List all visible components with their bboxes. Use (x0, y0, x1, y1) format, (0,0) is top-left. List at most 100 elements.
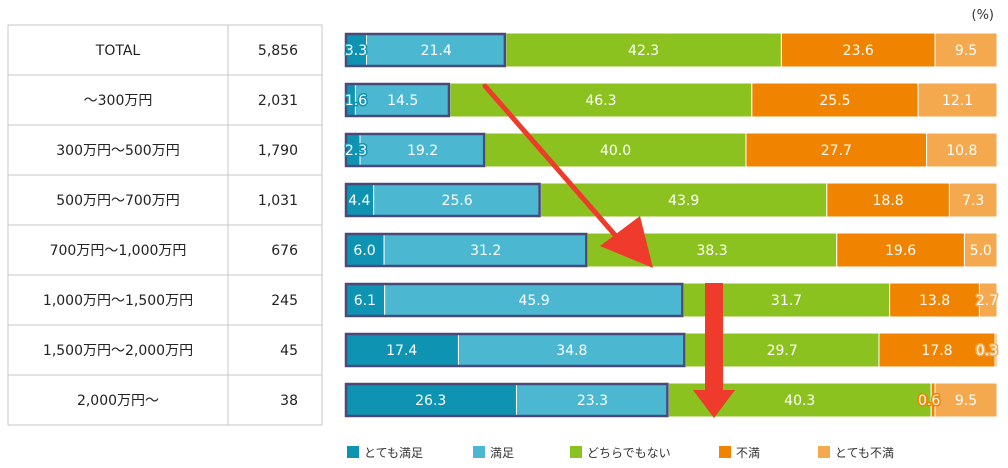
bar-segment (780, 32, 936, 68)
bar-segment (994, 332, 998, 368)
row-label: 1,000万円〜1,500万円 (43, 293, 193, 309)
bar-segment (457, 332, 686, 368)
legend-label: とても満足 (364, 446, 423, 460)
data-label: 9.5 (955, 393, 977, 409)
legend-label: とても不満 (835, 446, 894, 460)
bar-row: 1.6 14.5 46.3 25.5 12.1 (343, 82, 998, 118)
bar-segment (540, 182, 828, 218)
row-count: 245 (271, 293, 298, 309)
row-label: 700万円〜1,000万円 (50, 243, 187, 259)
data-label: 6.1 (354, 293, 376, 309)
data-label: 0.6 (918, 393, 940, 409)
highlight-outline (344, 232, 588, 268)
legend-item: どちらでもない (570, 446, 671, 460)
bar-row: 4.4 25.6 43.9 18.8 7.3 (344, 182, 998, 218)
bar-row: 6.1 45.9 31.7 13.8 2.7 (344, 282, 1000, 318)
bar-row: 2.3 19.2 40.0 27.7 10.8 (343, 132, 998, 168)
row-label: 1,500万円〜2,000万円 (43, 343, 193, 359)
data-label: 18.8 (873, 193, 904, 209)
data-label: 14.5 (387, 93, 418, 109)
data-label: 6.0 (353, 243, 375, 259)
row-label: 500万円〜700万円 (56, 193, 179, 209)
highlight-outline (344, 32, 507, 68)
bar-segment (836, 232, 965, 268)
legend-label: 不満 (736, 446, 760, 460)
trend-arrows (482, 83, 735, 418)
data-label: 17.8 (921, 343, 952, 359)
data-label: 21.4 (421, 43, 452, 59)
data-label: 23.6 (843, 43, 874, 59)
data-label: 43.9 (668, 193, 699, 209)
bar-segment (751, 82, 919, 118)
legend-item: 満足 (473, 446, 514, 460)
bar-segment (344, 282, 386, 318)
row-count: 5,856 (258, 43, 298, 59)
stacked-bars: 3.3 21.4 42.3 23.6 9.5 1.6 14.5 46.3 25.5 12.1 2.3… (343, 32, 1000, 418)
highlight-outline (344, 82, 451, 118)
data-label: 0.3 (976, 343, 998, 359)
data-label: 9.5 (955, 43, 977, 59)
bar-segment (934, 32, 998, 68)
legend-swatch (570, 446, 582, 458)
data-label: 23.3 (577, 393, 608, 409)
bar-segment (365, 32, 507, 68)
data-label: 46.3 (585, 93, 616, 109)
data-label: 1.6 (345, 93, 367, 109)
legend-swatch (347, 446, 359, 458)
legend-swatch (719, 446, 731, 458)
bar-segment (963, 232, 998, 268)
bar-row: 3.3 21.4 42.3 23.6 9.5 (343, 32, 998, 68)
bar-segment (359, 132, 486, 168)
legend-swatch (818, 446, 830, 458)
data-table: TOTAL 5,856 〜300万円 2,031 300万円〜500万円 1,790 500… (7, 24, 323, 426)
bar-segment (826, 182, 950, 218)
row-label: TOTAL (95, 43, 141, 59)
data-label: 29.7 (767, 343, 798, 359)
highlight-outline (344, 132, 486, 168)
row-count: 38 (280, 393, 298, 409)
highlight-outline (344, 282, 684, 318)
data-label: 25.5 (819, 93, 850, 109)
bar-row: 6.0 31.2 38.3 19.6 5.0 (344, 232, 998, 268)
highlight-outline (344, 182, 541, 218)
row-count: 676 (271, 243, 298, 259)
data-label: 34.8 (556, 343, 587, 359)
data-label: 31.7 (771, 293, 802, 309)
row-label: 〜300万円 (84, 93, 153, 109)
data-label: 31.2 (470, 243, 501, 259)
data-label: 40.0 (600, 143, 631, 159)
data-label: 19.2 (407, 143, 438, 159)
bar-segment (917, 82, 998, 118)
bar-row: 26.3 23.3 40.3 0.6 9.5 (344, 382, 998, 418)
unit-label: (%) (972, 8, 995, 23)
bar-segment (745, 132, 928, 168)
row-count: 2,031 (258, 93, 298, 109)
bar-row: 17.4 34.8 29.7 17.8 0.3 (344, 332, 1000, 368)
highlight-outline (344, 332, 686, 368)
bar-segment (934, 382, 998, 418)
bar-segment (978, 282, 998, 318)
bar-segment (878, 332, 996, 368)
legend-item: とても不満 (818, 446, 894, 460)
data-label: 19.6 (885, 243, 916, 259)
diagonal-arrow (482, 83, 653, 268)
row-count: 1,790 (258, 143, 298, 159)
bar-segment (948, 182, 998, 218)
data-label: 45.9 (518, 293, 549, 309)
bar-segment (384, 282, 684, 318)
data-label: 4.4 (348, 193, 370, 209)
highlight-outline (344, 382, 669, 418)
bar-segment (515, 382, 669, 418)
bar-segment (926, 132, 998, 168)
data-label: 5.0 (970, 243, 992, 259)
data-label: 42.3 (628, 43, 659, 59)
legend: とても満足 満足 どちらでもない 不満 とても不満 (347, 446, 894, 460)
bar-segment (383, 232, 588, 268)
data-label: 13.8 (919, 293, 950, 309)
row-count: 1,031 (258, 193, 298, 209)
data-label: 40.3 (784, 393, 815, 409)
row-label: 300万円〜500万円 (56, 143, 179, 159)
data-label: 10.8 (946, 143, 977, 159)
data-label: 25.6 (442, 193, 473, 209)
